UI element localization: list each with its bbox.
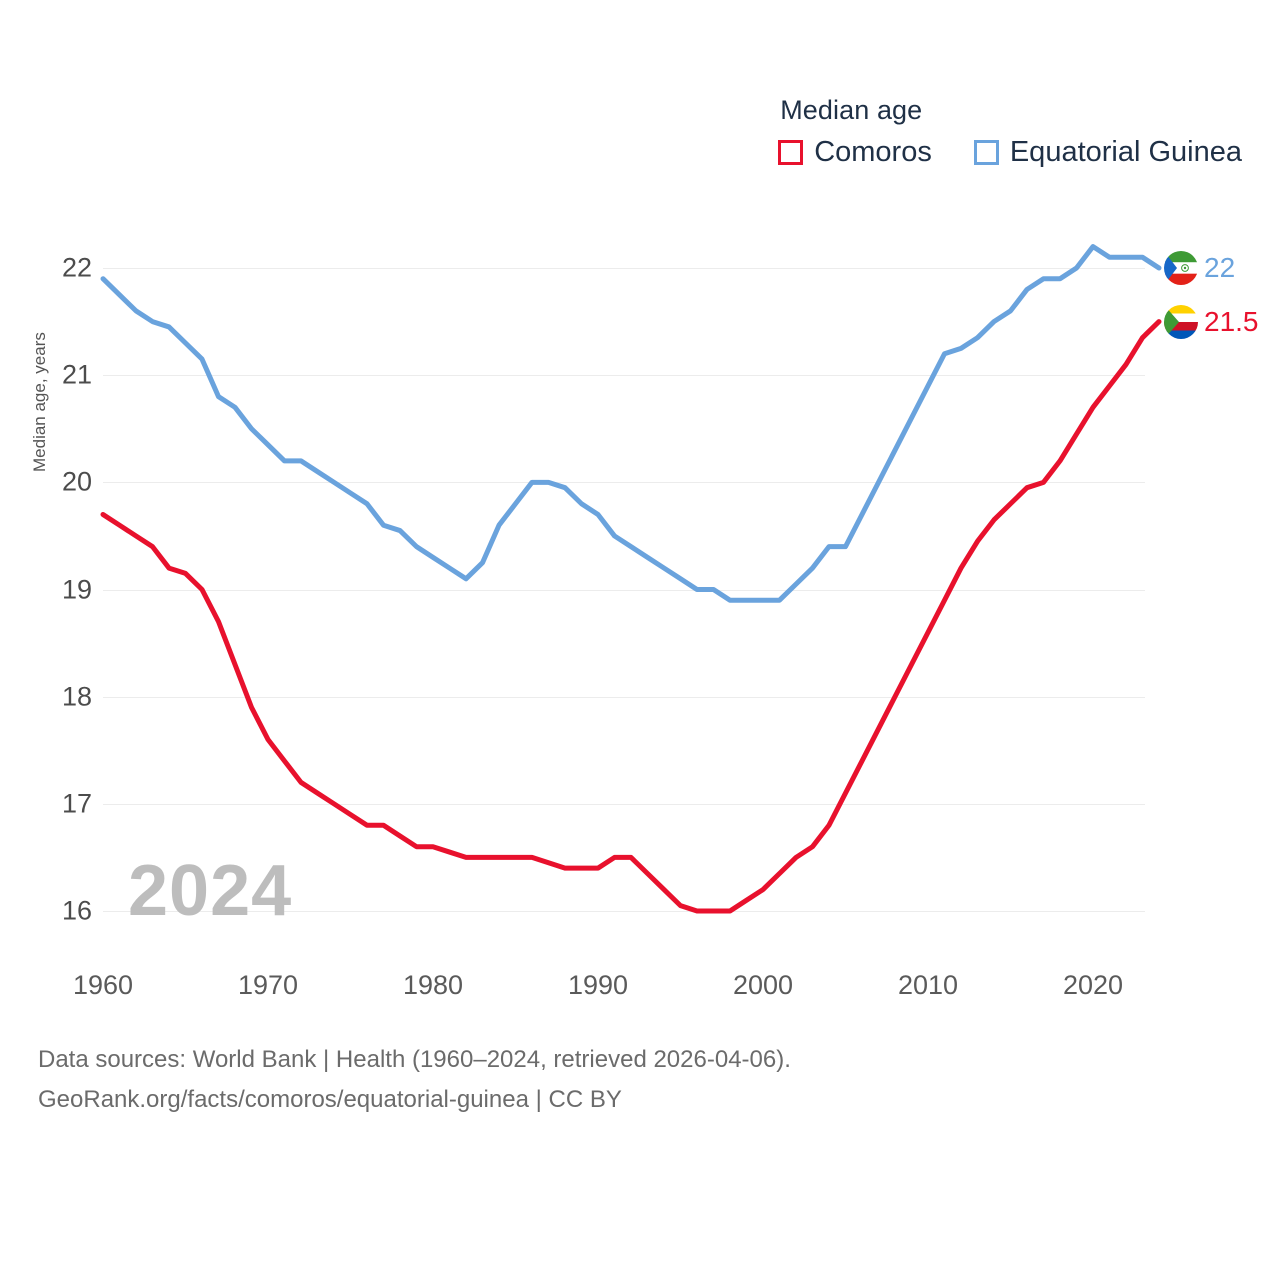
chart-legend: Median age Comoros Equatorial Guinea — [778, 95, 1242, 168]
y-axis-tick-label: 18 — [61, 681, 92, 712]
legend-title: Median age — [780, 95, 923, 125]
x-axis-tick-label: 2010 — [897, 970, 959, 1000]
y-axis-tick-label: 22 — [61, 252, 92, 283]
x-axis-tick-label: 2020 — [1062, 970, 1124, 1000]
y-axis-tick-label: 20 — [61, 466, 92, 497]
series-line-comoros — [100, 319, 1162, 914]
legend-item-equatorial-guinea[interactable]: Equatorial Guinea — [973, 135, 1242, 168]
y-axis-tick-label: 17 — [61, 788, 92, 819]
footer-line-1: Data sources: World Bank | Health (1960–… — [38, 1046, 791, 1073]
end-label-comoros: 21.5 — [1164, 304, 1259, 339]
equatorial-guinea-flag-icon — [1164, 251, 1198, 285]
year-watermark: 2024 — [128, 851, 293, 931]
legend-swatch-comoros-icon — [778, 139, 804, 165]
legend-item-comoros[interactable]: Comoros — [778, 135, 932, 168]
x-axis-tick-label: 1960 — [72, 970, 134, 1000]
gridline — [103, 268, 1145, 269]
legend-label-comoros: Comoros — [814, 135, 932, 168]
gridline — [103, 696, 1145, 698]
y-axis-tick-label: 21 — [61, 359, 92, 390]
x-axis-tick-label: 1980 — [402, 970, 464, 1000]
footer-line-2: GeoRank.org/facts/comoros/equatorial-gui… — [38, 1085, 622, 1113]
footer-credits: Data sources: World Bank | Health (1960–… — [38, 1040, 791, 1119]
y-axis-tick-label: 16 — [61, 895, 92, 926]
end-value-comoros: 21.5 — [1204, 305, 1259, 337]
x-axis-tick-label: 2000 — [732, 970, 794, 1000]
series-line-equatorial-guinea — [100, 244, 1162, 603]
x-axis-tick-label: 1990 — [567, 970, 629, 1000]
comoros-flag-icon — [1164, 304, 1198, 339]
end-label-equatorial-guinea: 22 — [1164, 251, 1235, 285]
legend-items: Comoros Equatorial Guinea — [778, 135, 1242, 168]
legend-swatch-equatorial-guinea-icon — [973, 139, 999, 165]
gridline — [103, 911, 1145, 912]
gridline — [103, 375, 1145, 377]
end-value-equatorial-guinea: 22 — [1204, 252, 1236, 283]
x-axis-tick-label: 1970 — [237, 970, 299, 1000]
gridline — [103, 589, 1145, 591]
gridline — [103, 482, 1145, 484]
gridline — [103, 803, 1145, 805]
y-axis-tick-label: 19 — [61, 574, 92, 604]
legend-label-equatorial-guinea: Equatorial Guinea — [1009, 135, 1242, 168]
